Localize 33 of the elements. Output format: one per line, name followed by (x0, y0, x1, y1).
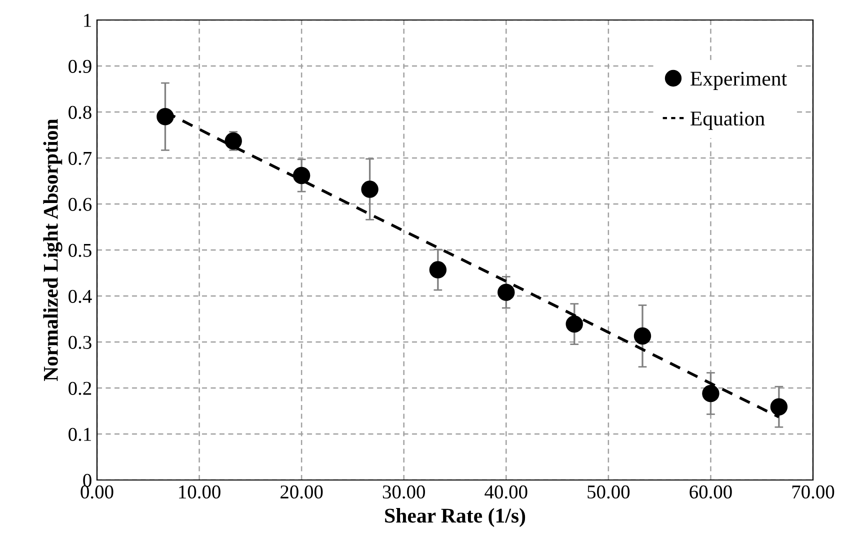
x-tick-label: 40.00 (484, 485, 528, 499)
y-tick-label: 0.1 (68, 428, 91, 442)
legend-label: Equation (690, 112, 765, 130)
y-tick-label: 0.2 (68, 382, 92, 396)
x-tick-label: 0.00 (80, 485, 114, 499)
x-tick-label: 50.00 (588, 485, 630, 499)
x-axis-title: Shear Rate (1/s) (385, 508, 526, 527)
y-tick-label: 0.5 (68, 244, 92, 258)
y-tick-label: 1 (84, 14, 91, 27)
y-axis-title: Normalized Light Absorption (43, 118, 62, 381)
x-tick-label: 30.00 (382, 485, 425, 499)
point (292, 166, 310, 184)
point (224, 132, 242, 150)
y-tick-label: 0.4 (68, 290, 92, 304)
y-tick-label: 0.8 (68, 106, 92, 120)
y-tick-label: 0.7 (68, 152, 92, 166)
x-tick-label: 20.00 (280, 485, 323, 499)
point (770, 398, 788, 416)
x-tick-label: 10.00 (179, 485, 220, 499)
x-tick-label: 70.00 (792, 485, 834, 499)
point (634, 327, 652, 345)
point (156, 108, 174, 126)
y-tick-label: 0.6 (68, 198, 92, 212)
y-tick-label: 0.3 (68, 336, 92, 350)
point (429, 261, 447, 278)
point (498, 284, 515, 301)
y-tick-label: 0 (83, 474, 92, 487)
point (702, 384, 720, 402)
x-tick-label: 60.00 (690, 485, 732, 499)
point (361, 180, 378, 198)
y-tick-label: 0.9 (68, 60, 92, 74)
legend-label: Experiment (690, 72, 787, 90)
point (566, 315, 583, 333)
